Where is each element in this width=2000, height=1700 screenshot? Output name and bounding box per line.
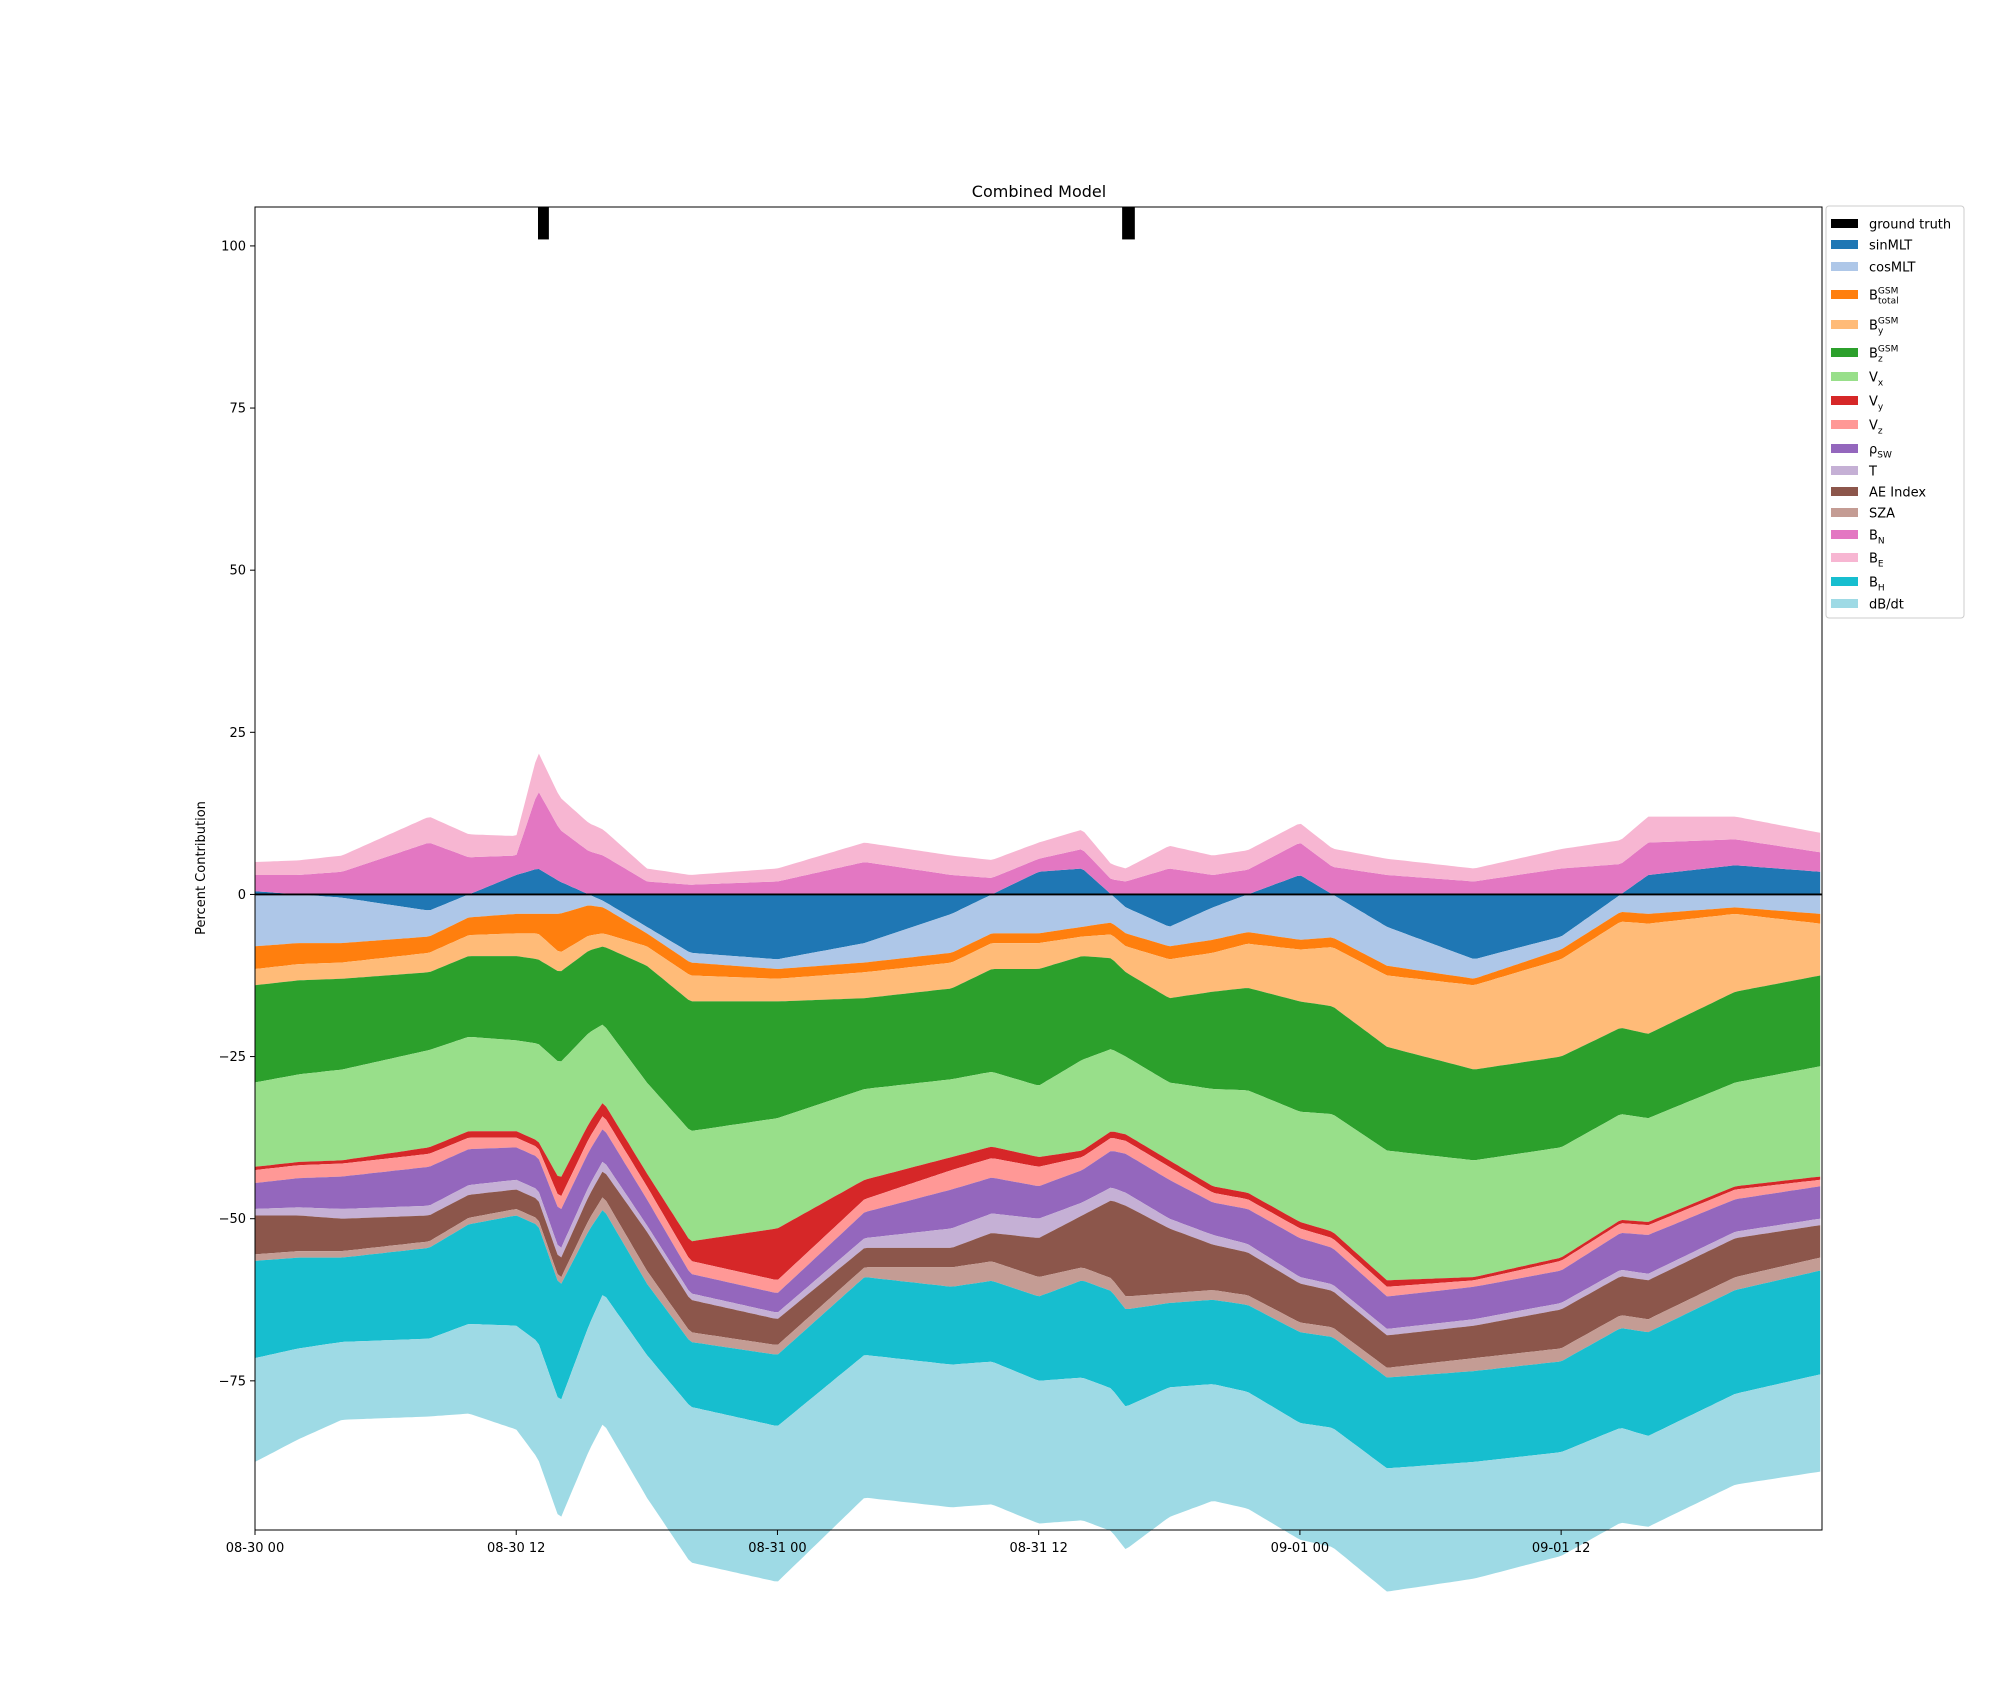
legend-label-base: B [1869,289,1878,304]
y-axis: 100 75 50 25 0 −25 −50 −75 [219,239,255,1389]
legend-box [1825,205,1965,619]
legend-label: BH [1869,576,1885,594]
legend-label: ground truth [1869,218,1951,233]
area-B_E [255,753,1821,885]
legend-label: ρSW [1869,443,1892,461]
legend-label: AE Index [1869,486,1926,501]
legend-label: sinMLT [1869,239,1912,254]
legend-label-base: B [1869,347,1878,362]
legend-label-sub: x [1878,379,1884,389]
y-tick-label: −25 [219,1050,246,1065]
legend-swatch [1831,372,1858,381]
legend-label-sub: z [1878,427,1883,437]
x-tick-label: 08-30 00 [226,1541,284,1556]
legend-label-sub: y [1878,327,1884,337]
legend-label-base: B [1869,552,1878,567]
legend-label-sub: y [1878,403,1884,413]
legend-label-base: ρ [1869,443,1877,458]
legend-swatch [1831,508,1858,517]
legend-label: BGSM y [1869,317,1898,337]
legend-swatch [1831,262,1858,271]
x-tick-label: 09-01 12 [1532,1541,1590,1556]
legend-swatch [1831,348,1858,357]
x-tick-label: 08-30 12 [487,1541,545,1556]
legend-label: cosMLT [1869,261,1916,276]
x-tick-label: 08-31 00 [748,1541,806,1556]
legend-label: BE [1869,552,1884,570]
legend-swatch [1831,553,1858,562]
legend-label: BN [1869,529,1885,547]
area-B_N [255,792,1821,895]
legend-label-base: V [1869,371,1878,386]
area-SZA [255,1197,1821,1378]
x-tick-label: 09-01 00 [1271,1541,1329,1556]
y-tick-label: −50 [219,1212,246,1227]
legend-swatch [1831,420,1858,429]
legend-swatch [1831,240,1858,249]
legend-label-base: B [1869,319,1878,334]
legend-label: Vz [1869,419,1883,437]
area-B_total [255,905,1821,986]
legend-label-base: B [1869,529,1878,544]
area-AE_Index [255,1171,1821,1368]
legend-label-sup: GSM [1878,345,1898,355]
legend-label: T [1868,465,1877,480]
legend-label: Vy [1869,395,1884,413]
area-V_x [255,1024,1821,1281]
legend-label-sup: GSM [1878,287,1898,297]
y-tick-label: 75 [229,402,246,417]
legend-label: BGSM z [1869,345,1898,365]
x-tick-label: 08-31 12 [1009,1541,1067,1556]
area-B_z [255,946,1821,1161]
legend-swatch [1831,219,1858,228]
area-rho_SW [255,1129,1821,1329]
legend-label-base: B [1869,576,1878,591]
y-tick-label: 50 [229,564,246,579]
legend-label: BGSM total [1869,287,1899,307]
y-tick-label: 25 [229,726,246,741]
legend-swatch [1831,290,1858,299]
legend-label: Vx [1869,371,1884,389]
legend-label-sup: GSM [1878,317,1898,327]
y-tick-label: 100 [221,239,246,254]
chart-title: Combined Model [972,182,1106,201]
legend-label-sub: SW [1877,451,1892,461]
legend-swatch [1831,599,1858,608]
area-sinMLT [255,865,1821,960]
legend-label-base: V [1869,395,1878,410]
legend-label-sub: z [1878,355,1883,365]
legend-label-sub: N [1878,537,1885,547]
ground-truth-bar-2 [1122,207,1135,240]
ground-truth-bar-1 [537,207,549,240]
area-dB_dt [255,1295,1821,1592]
legend-label-sub: total [1878,297,1899,307]
y-axis-label: Percent Contribution [194,801,209,935]
legend-swatch [1831,487,1858,496]
legend-swatch [1831,444,1858,453]
legend-label-base: V [1869,419,1878,434]
x-axis: 08-30 00 08-30 12 08-31 00 08-31 12 09-01 00… [226,1530,1590,1556]
legend-label: dB/dt [1869,598,1904,613]
ground-truth-markers [537,207,1135,240]
legend-swatch [1831,530,1858,539]
legend-swatch [1831,320,1858,329]
legend-label-sub: E [1878,560,1884,570]
area-B_H [255,1210,1821,1469]
legend-swatch [1831,396,1858,405]
legend-swatch [1831,577,1858,586]
legend-label-sub: H [1878,584,1885,594]
y-tick-label: −75 [219,1374,246,1389]
y-tick-label: 0 [238,888,246,903]
area-B_y [255,914,1821,1070]
legend-swatch [1831,466,1858,475]
area-cosMLT [255,894,1821,979]
legend-label: SZA [1869,507,1895,522]
stacked-areas [255,753,1821,1592]
